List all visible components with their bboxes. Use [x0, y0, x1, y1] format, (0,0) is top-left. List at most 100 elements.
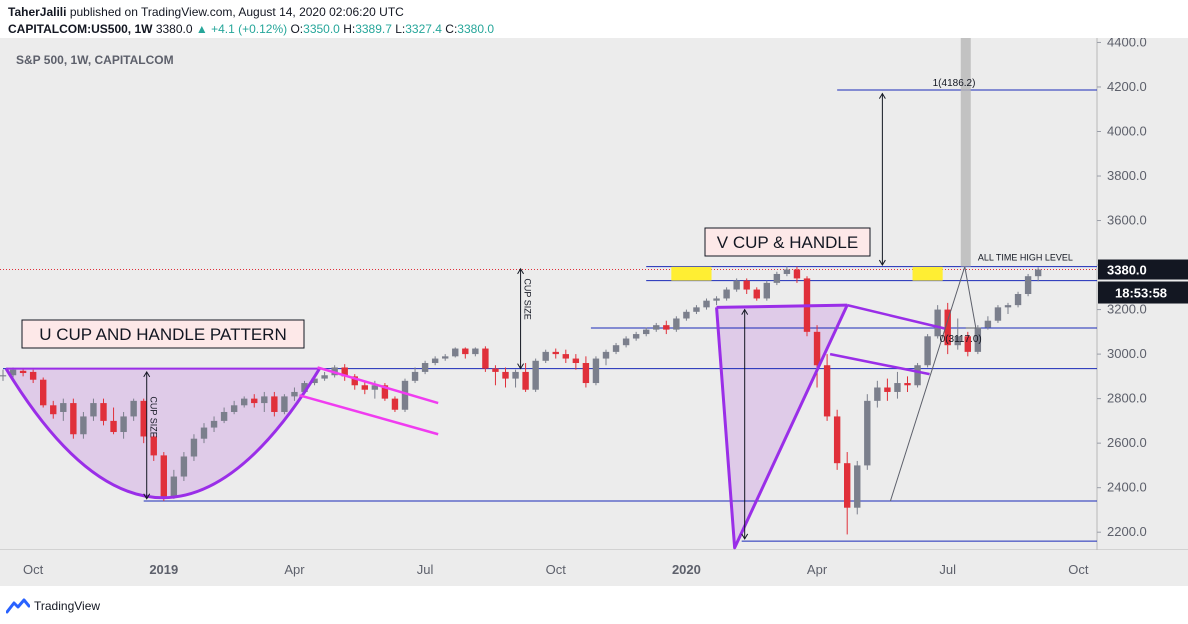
v-handle-top-line [846, 303, 945, 330]
time-tick-label: Oct [546, 562, 567, 577]
time-tick-label: 2019 [149, 562, 178, 577]
fib-one-label: 1(4186.2) [933, 78, 976, 89]
u-cup-label-box [21, 319, 305, 349]
candle-body [301, 383, 308, 392]
candle-body [1014, 294, 1022, 306]
open-value: 3350.0 [303, 22, 340, 36]
ohlc-legend: CAPITALCOM:US500, 1W 3380.0 ▲ +4.1 (+0.1… [8, 22, 494, 36]
candle-body [984, 320, 992, 328]
candle-body [723, 289, 730, 299]
candle-body [442, 356, 449, 359]
candle-body [0, 375, 7, 377]
candle-body [401, 380, 409, 410]
candle-body [482, 348, 489, 369]
candle-body [241, 398, 248, 406]
candle-body [844, 463, 851, 508]
candle-body [643, 329, 650, 335]
candle-body [924, 336, 931, 366]
candle-body [833, 416, 841, 464]
candle-body [894, 383, 901, 392]
candle-body [60, 403, 67, 412]
candle-body [431, 358, 439, 364]
u-cup-arrowhead-bottom [143, 493, 151, 500]
candle-body [50, 405, 57, 415]
candle-body [261, 396, 268, 404]
candle-body [763, 282, 770, 299]
u-handle-top-line [317, 366, 439, 405]
candle-body [190, 438, 198, 457]
candle-body [19, 370, 27, 374]
v-cup-label-box [704, 227, 871, 257]
breakout-size-label: CUP SIZE [523, 278, 533, 319]
symbol-label: CAPITALCOM:US500, 1W [8, 22, 153, 36]
candle-body [532, 360, 539, 390]
author-name[interactable]: TaherJalili [8, 5, 67, 19]
breakout-arrowhead-bottom [517, 363, 525, 370]
candle-body [341, 367, 348, 377]
u-cup-label: U CUP AND HANDLE PATTERN [39, 325, 287, 344]
candle-body [251, 398, 258, 404]
u-cup-arrowhead-top [143, 370, 151, 378]
candle-body [472, 348, 479, 355]
candle-body [140, 400, 147, 437]
candle-body [612, 345, 620, 352]
candle-body [180, 456, 188, 477]
candle-body [220, 411, 228, 421]
candle-body [391, 398, 399, 410]
v-cup-rim [716, 303, 848, 309]
time-tick-label: Oct [1068, 562, 1089, 577]
projection-path [889, 266, 977, 502]
all-time-high-label: ALL TIME HIGH LEVEL [978, 253, 1073, 263]
candle-body [170, 476, 178, 497]
candle-body [130, 400, 137, 417]
candle-body [492, 368, 499, 372]
candle-body [622, 338, 630, 346]
candle-body [693, 307, 700, 312]
chart-title: S&P 500, 1W, CAPITALCOM [16, 53, 174, 67]
candle-body [994, 307, 1002, 321]
projection-band [960, 38, 971, 267]
candle-body [9, 369, 17, 376]
last-price-tag [1098, 259, 1188, 280]
candle-body [914, 365, 921, 386]
tradingview-footer[interactable]: TradingView [6, 596, 100, 616]
time-axis[interactable]: Oct 2019 Apr Jul Oct 2020 Apr Jul Oct [23, 562, 1089, 577]
candle-body [582, 363, 590, 384]
u-cup-size-label: CUP SIZE [149, 396, 159, 437]
candle-body [663, 325, 670, 330]
price-chart[interactable]: S&P 500, 1W, CAPITALCOM 4400.0 4200.0 4000… [0, 38, 1188, 586]
v-handle-bottom-line [829, 352, 930, 376]
candle-body [40, 379, 47, 406]
candle-body [934, 309, 941, 337]
candle-body [964, 336, 971, 352]
candle-body [522, 371, 529, 390]
candle-body [944, 309, 951, 346]
candle-body [954, 336, 961, 346]
candle-body [1024, 276, 1032, 294]
time-tick-label: Apr [807, 562, 828, 577]
candle-body [602, 351, 610, 359]
countdown-tag [1098, 281, 1188, 304]
candle-body [632, 334, 640, 339]
breakout-arrowhead-top [517, 267, 525, 275]
candle-body [974, 327, 982, 352]
price-axis[interactable]: 4400.04200.04000.03800.03600.03400.03200… [1097, 38, 1188, 539]
candle-body [673, 318, 680, 330]
candle-body [713, 298, 720, 301]
candle-body [562, 354, 569, 359]
candle-body [512, 371, 519, 379]
time-tick-label: 2020 [672, 562, 701, 577]
candle-body [552, 351, 559, 355]
prior-high-highlight [671, 266, 712, 281]
candle-body [743, 280, 750, 290]
candle-body [160, 455, 167, 497]
candle-body [291, 391, 298, 397]
candle-body [864, 400, 871, 466]
time-tick-label: Oct [23, 562, 44, 577]
candle-body [773, 273, 781, 283]
publish-info: TaherJalili published on TradingView.com… [8, 5, 404, 19]
candle-body [371, 385, 379, 390]
candle-body [854, 465, 861, 508]
candle-body [1004, 305, 1012, 308]
fib-zero-label: 0(3117.0) [940, 334, 982, 345]
